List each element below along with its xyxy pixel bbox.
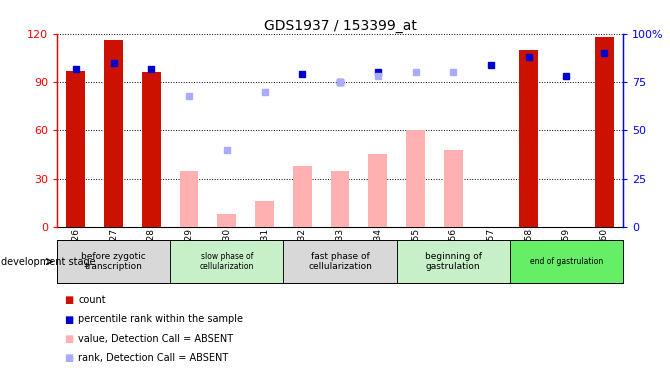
Bar xyxy=(66,71,85,227)
Bar xyxy=(330,171,350,227)
Text: ■: ■ xyxy=(64,334,73,344)
Bar xyxy=(595,37,614,227)
Bar xyxy=(406,130,425,227)
Title: GDS1937 / 153399_at: GDS1937 / 153399_at xyxy=(263,19,417,33)
Bar xyxy=(142,72,161,227)
Text: development stage: development stage xyxy=(1,256,95,267)
Bar xyxy=(180,171,198,227)
Text: fast phase of
cellularization: fast phase of cellularization xyxy=(308,252,372,271)
Text: count: count xyxy=(78,295,106,305)
Text: before zygotic
transcription: before zygotic transcription xyxy=(81,252,146,271)
Bar xyxy=(104,40,123,227)
Text: slow phase of
cellularization: slow phase of cellularization xyxy=(200,252,254,271)
Text: rank, Detection Call = ABSENT: rank, Detection Call = ABSENT xyxy=(78,354,228,363)
Bar xyxy=(255,201,274,227)
Bar xyxy=(293,166,312,227)
Text: end of gastrulation: end of gastrulation xyxy=(530,257,603,266)
Bar xyxy=(217,214,237,227)
Bar xyxy=(510,240,623,283)
Bar xyxy=(170,240,283,283)
Text: ■: ■ xyxy=(64,315,73,324)
Bar xyxy=(397,240,510,283)
Bar xyxy=(369,154,387,227)
Text: value, Detection Call = ABSENT: value, Detection Call = ABSENT xyxy=(78,334,234,344)
Bar xyxy=(444,150,463,227)
Text: ■: ■ xyxy=(64,295,73,305)
Bar xyxy=(519,50,538,227)
Bar xyxy=(283,240,397,283)
Text: beginning of
gastrulation: beginning of gastrulation xyxy=(425,252,482,271)
Text: ■: ■ xyxy=(64,354,73,363)
Bar xyxy=(57,240,170,283)
Text: percentile rank within the sample: percentile rank within the sample xyxy=(78,315,243,324)
